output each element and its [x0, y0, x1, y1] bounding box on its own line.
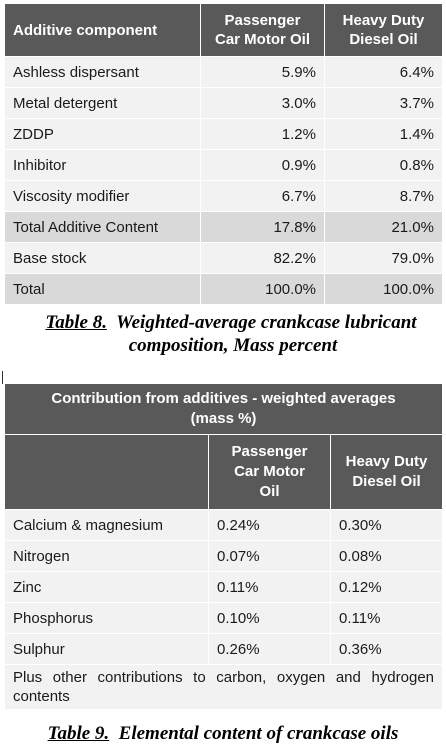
table-row: Viscosity modifier 6.7% 8.7% — [4, 180, 443, 212]
row-label: Total Additive Content — [4, 211, 201, 243]
table-9-caption: Table 9. Elemental content of crankcase … — [0, 722, 446, 745]
row-label: Sulphur — [4, 633, 209, 665]
pcmo-value: 5.9% — [200, 56, 325, 88]
pcmo-value: 17.8% — [200, 211, 325, 243]
header-empty-cell — [4, 434, 209, 510]
pcmo-value: 6.7% — [200, 180, 325, 212]
caption-table-label: Table 9. — [47, 723, 110, 744]
elemental-contribution-table: Contribution from additives - weighted a… — [4, 383, 443, 710]
hddo-value: 0.08% — [330, 540, 443, 572]
caption-text-line-1: Weighted-average crankcase lubricant — [116, 312, 417, 333]
row-label: ZDDP — [4, 118, 201, 150]
table-row: Calcium & magnesium 0.24% 0.30% — [4, 509, 443, 541]
header-additive-component: Additive component — [4, 3, 201, 57]
pcmo-value: 1.2% — [200, 118, 325, 150]
table-row: Inhibitor 0.9% 0.8% — [4, 149, 443, 181]
table-header-row: Additive component Passenger Car Motor O… — [4, 3, 443, 57]
pcmo-value: 3.0% — [200, 87, 325, 119]
table-row: Metal detergent 3.0% 3.7% — [4, 87, 443, 119]
table-note-row: Plus other contributions to carbon, oxyg… — [4, 664, 443, 710]
pcmo-value: 100.0% — [200, 273, 325, 305]
row-label: Base stock — [4, 242, 201, 274]
table-row-subtotal: Total Additive Content 17.8% 21.0% — [4, 211, 443, 243]
table-header-row: Passenger Car Motor Oil Heavy Duty Diese… — [4, 434, 443, 510]
hddo-value: 0.36% — [330, 633, 443, 665]
text-cursor — [2, 371, 3, 384]
hddo-value: 6.4% — [324, 56, 443, 88]
caption-table-label: Table 8. — [45, 312, 107, 333]
pcmo-value: 0.24% — [208, 509, 331, 541]
header-heavy-duty-diesel-oil: Heavy Duty Diesel Oil — [324, 3, 443, 57]
hddo-value: 21.0% — [324, 211, 443, 243]
pcmo-value: 0.9% — [200, 149, 325, 181]
hddo-value: 79.0% — [324, 242, 443, 274]
header-passenger-car-motor-oil: Passenger Car Motor Oil — [200, 3, 325, 57]
additive-composition-table: Additive component Passenger Car Motor O… — [4, 3, 443, 305]
hddo-value: 1.4% — [324, 118, 443, 150]
table-row: Zinc 0.11% 0.12% — [4, 571, 443, 603]
table-row: Nitrogen 0.07% 0.08% — [4, 540, 443, 572]
pcmo-value: 0.10% — [208, 602, 331, 634]
table-row-total: Total 100.0% 100.0% — [4, 273, 443, 305]
hddo-value: 0.11% — [330, 602, 443, 634]
row-label: Metal detergent — [4, 87, 201, 119]
row-label: Inhibitor — [4, 149, 201, 181]
hddo-value: 8.7% — [324, 180, 443, 212]
table-8-caption: Table 8. Weighted-average crankcase lubr… — [0, 311, 446, 357]
row-label: Phosphorus — [4, 602, 209, 634]
caption-text: Elemental content of crankcase oils — [118, 723, 399, 744]
header-heavy-duty-diesel-oil: Heavy Duty Diesel Oil — [330, 434, 443, 510]
table-row: Sulphur 0.26% 0.36% — [4, 633, 443, 665]
row-label: Total — [4, 273, 201, 305]
pcmo-value: 0.11% — [208, 571, 331, 603]
hddo-value: 0.8% — [324, 149, 443, 181]
table-title-row: Contribution from additives - weighted a… — [4, 383, 443, 435]
header-passenger-car-motor-oil: Passenger Car Motor Oil — [208, 434, 331, 510]
row-label: Viscosity modifier — [4, 180, 201, 212]
row-label: Calcium & magnesium — [4, 509, 209, 541]
row-label: Nitrogen — [4, 540, 209, 572]
table-row: Phosphorus 0.10% 0.11% — [4, 602, 443, 634]
hddo-value: 3.7% — [324, 87, 443, 119]
caption-text-line-2: composition, Mass percent — [128, 335, 338, 356]
hddo-value: 100.0% — [324, 273, 443, 305]
table-row: Ashless dispersant 5.9% 6.4% — [4, 56, 443, 88]
table-row: ZDDP 1.2% 1.4% — [4, 118, 443, 150]
hddo-value: 0.12% — [330, 571, 443, 603]
row-label: Ashless dispersant — [4, 56, 201, 88]
pcmo-value: 0.26% — [208, 633, 331, 665]
table-row: Base stock 82.2% 79.0% — [4, 242, 443, 274]
hddo-value: 0.30% — [330, 509, 443, 541]
table-title: Contribution from additives - weighted a… — [4, 383, 443, 435]
pcmo-value: 0.07% — [208, 540, 331, 572]
pcmo-value: 82.2% — [200, 242, 325, 274]
table-note: Plus other contributions to carbon, oxyg… — [4, 664, 443, 710]
row-label: Zinc — [4, 571, 209, 603]
